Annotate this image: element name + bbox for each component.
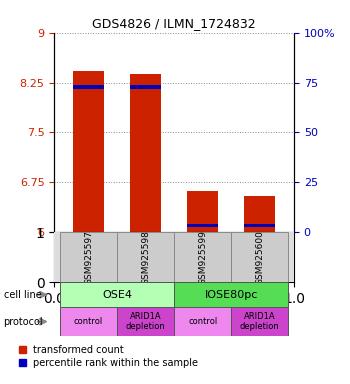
Bar (73, 71, 104, 232)
Text: cell line: cell line (4, 290, 41, 300)
Bar (187, 191, 218, 232)
Bar (60, 232, 117, 282)
Text: GSM925599: GSM925599 (198, 230, 207, 285)
Bar (73, 85, 104, 89)
Bar (117, 232, 174, 282)
Text: ARID1A
depletion: ARID1A depletion (126, 312, 166, 331)
Bar (174, 232, 231, 282)
Legend: transformed count, percentile rank within the sample: transformed count, percentile rank withi… (19, 345, 198, 367)
Text: protocol: protocol (4, 316, 43, 327)
Text: ARID1A
depletion: ARID1A depletion (240, 312, 280, 331)
Text: OSE4: OSE4 (102, 290, 132, 300)
Bar (244, 196, 275, 232)
Bar (231, 307, 288, 336)
Title: GDS4826 / ILMN_1724832: GDS4826 / ILMN_1724832 (92, 17, 256, 30)
Bar (130, 74, 161, 232)
Bar (174, 282, 288, 307)
Bar (117, 307, 174, 336)
Text: GSM925598: GSM925598 (141, 230, 150, 285)
Bar (187, 224, 218, 227)
Text: GSM925600: GSM925600 (255, 230, 264, 285)
Bar (60, 282, 174, 307)
Text: IOSE80pc: IOSE80pc (204, 290, 258, 300)
Text: control: control (188, 317, 217, 326)
Bar (231, 232, 288, 282)
Bar (174, 307, 231, 336)
Bar (60, 307, 117, 336)
Text: GSM925597: GSM925597 (84, 230, 93, 285)
Bar (244, 224, 275, 227)
Text: control: control (74, 317, 103, 326)
Bar (130, 85, 161, 89)
